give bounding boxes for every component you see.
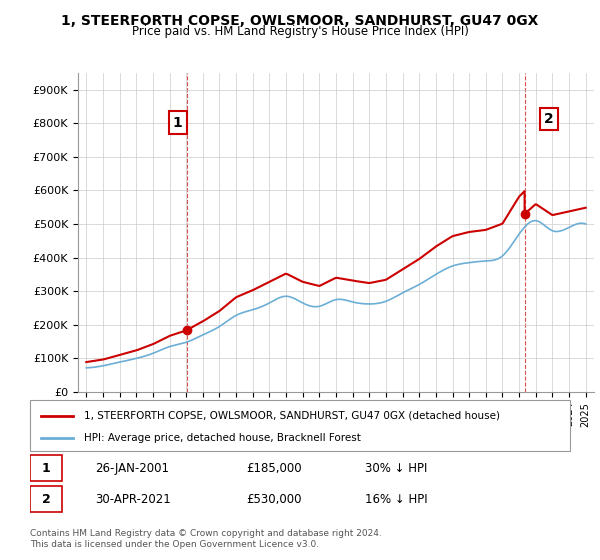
Text: £185,000: £185,000	[246, 462, 302, 475]
Text: 1: 1	[42, 462, 50, 475]
Text: Contains HM Land Registry data © Crown copyright and database right 2024.
This d: Contains HM Land Registry data © Crown c…	[30, 529, 382, 549]
Text: 1, STEERFORTH COPSE, OWLSMOOR, SANDHURST, GU47 0GX (detached house): 1, STEERFORTH COPSE, OWLSMOOR, SANDHURST…	[84, 410, 500, 421]
Text: 30-APR-2021: 30-APR-2021	[95, 493, 170, 506]
Text: 1, STEERFORTH COPSE, OWLSMOOR, SANDHURST, GU47 0GX: 1, STEERFORTH COPSE, OWLSMOOR, SANDHURST…	[61, 14, 539, 28]
Text: HPI: Average price, detached house, Bracknell Forest: HPI: Average price, detached house, Brac…	[84, 433, 361, 443]
Text: 30% ↓ HPI: 30% ↓ HPI	[365, 462, 427, 475]
FancyBboxPatch shape	[30, 400, 570, 451]
Text: 2: 2	[544, 112, 554, 126]
Text: 1: 1	[173, 115, 182, 129]
Text: 26-JAN-2001: 26-JAN-2001	[95, 462, 169, 475]
Text: £530,000: £530,000	[246, 493, 302, 506]
FancyBboxPatch shape	[30, 455, 62, 481]
Text: 16% ↓ HPI: 16% ↓ HPI	[365, 493, 427, 506]
Text: Price paid vs. HM Land Registry's House Price Index (HPI): Price paid vs. HM Land Registry's House …	[131, 25, 469, 38]
Text: 2: 2	[42, 493, 50, 506]
FancyBboxPatch shape	[30, 486, 62, 512]
